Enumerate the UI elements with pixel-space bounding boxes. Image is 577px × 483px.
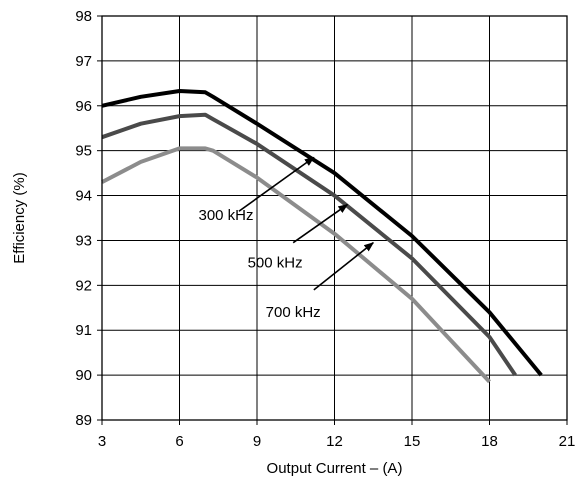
annotation-arrow-700-khz [313, 242, 375, 291]
annotation-label-500-khz: 500 kHz [248, 254, 303, 271]
x-tick-label: 21 [559, 433, 576, 450]
annotation-label-700-khz: 700 kHz [266, 304, 321, 321]
x-tick-label: 3 [98, 433, 106, 450]
x-axis-title: Output Current – (A) [267, 460, 403, 477]
x-tick-label: 18 [481, 433, 498, 450]
annotation-label-300-khz: 300 kHz [198, 207, 253, 224]
plot-frame [97, 15, 568, 425]
annotation-arrow-500-khz [292, 203, 349, 244]
grid [102, 16, 567, 420]
series-line-500-khz [101, 112, 517, 377]
y-axis-title: Efficiency (%) [11, 172, 28, 263]
y-tick-label: 94 [75, 188, 92, 205]
y-tick-label: 89 [75, 412, 92, 429]
y-tick-label: 93 [75, 232, 92, 249]
y-tick-label: 92 [75, 277, 92, 294]
annotations: 300 kHz 500 kHz 700 kHz [198, 156, 375, 321]
annotation-arrow-300-khz [238, 156, 315, 212]
y-tick-label: 98 [75, 8, 92, 25]
x-tick-label: 6 [175, 433, 183, 450]
y-tick-label: 96 [75, 98, 92, 115]
y-tick-label: 91 [75, 322, 92, 339]
series-lines [101, 89, 543, 384]
y-tick-label: 95 [75, 143, 92, 160]
x-tick-label: 9 [253, 433, 261, 450]
tick-labels: 3 6 9 12 15 18 21 89 90 91 92 93 94 95 96 97 98 [75, 8, 575, 450]
y-tick-label: 97 [75, 53, 92, 70]
series-line-300-khz [101, 89, 543, 377]
y-tick-label: 90 [75, 367, 92, 384]
x-tick-label: 15 [404, 433, 421, 450]
series-line-700-khz [101, 146, 491, 384]
x-tick-label: 12 [326, 433, 343, 450]
